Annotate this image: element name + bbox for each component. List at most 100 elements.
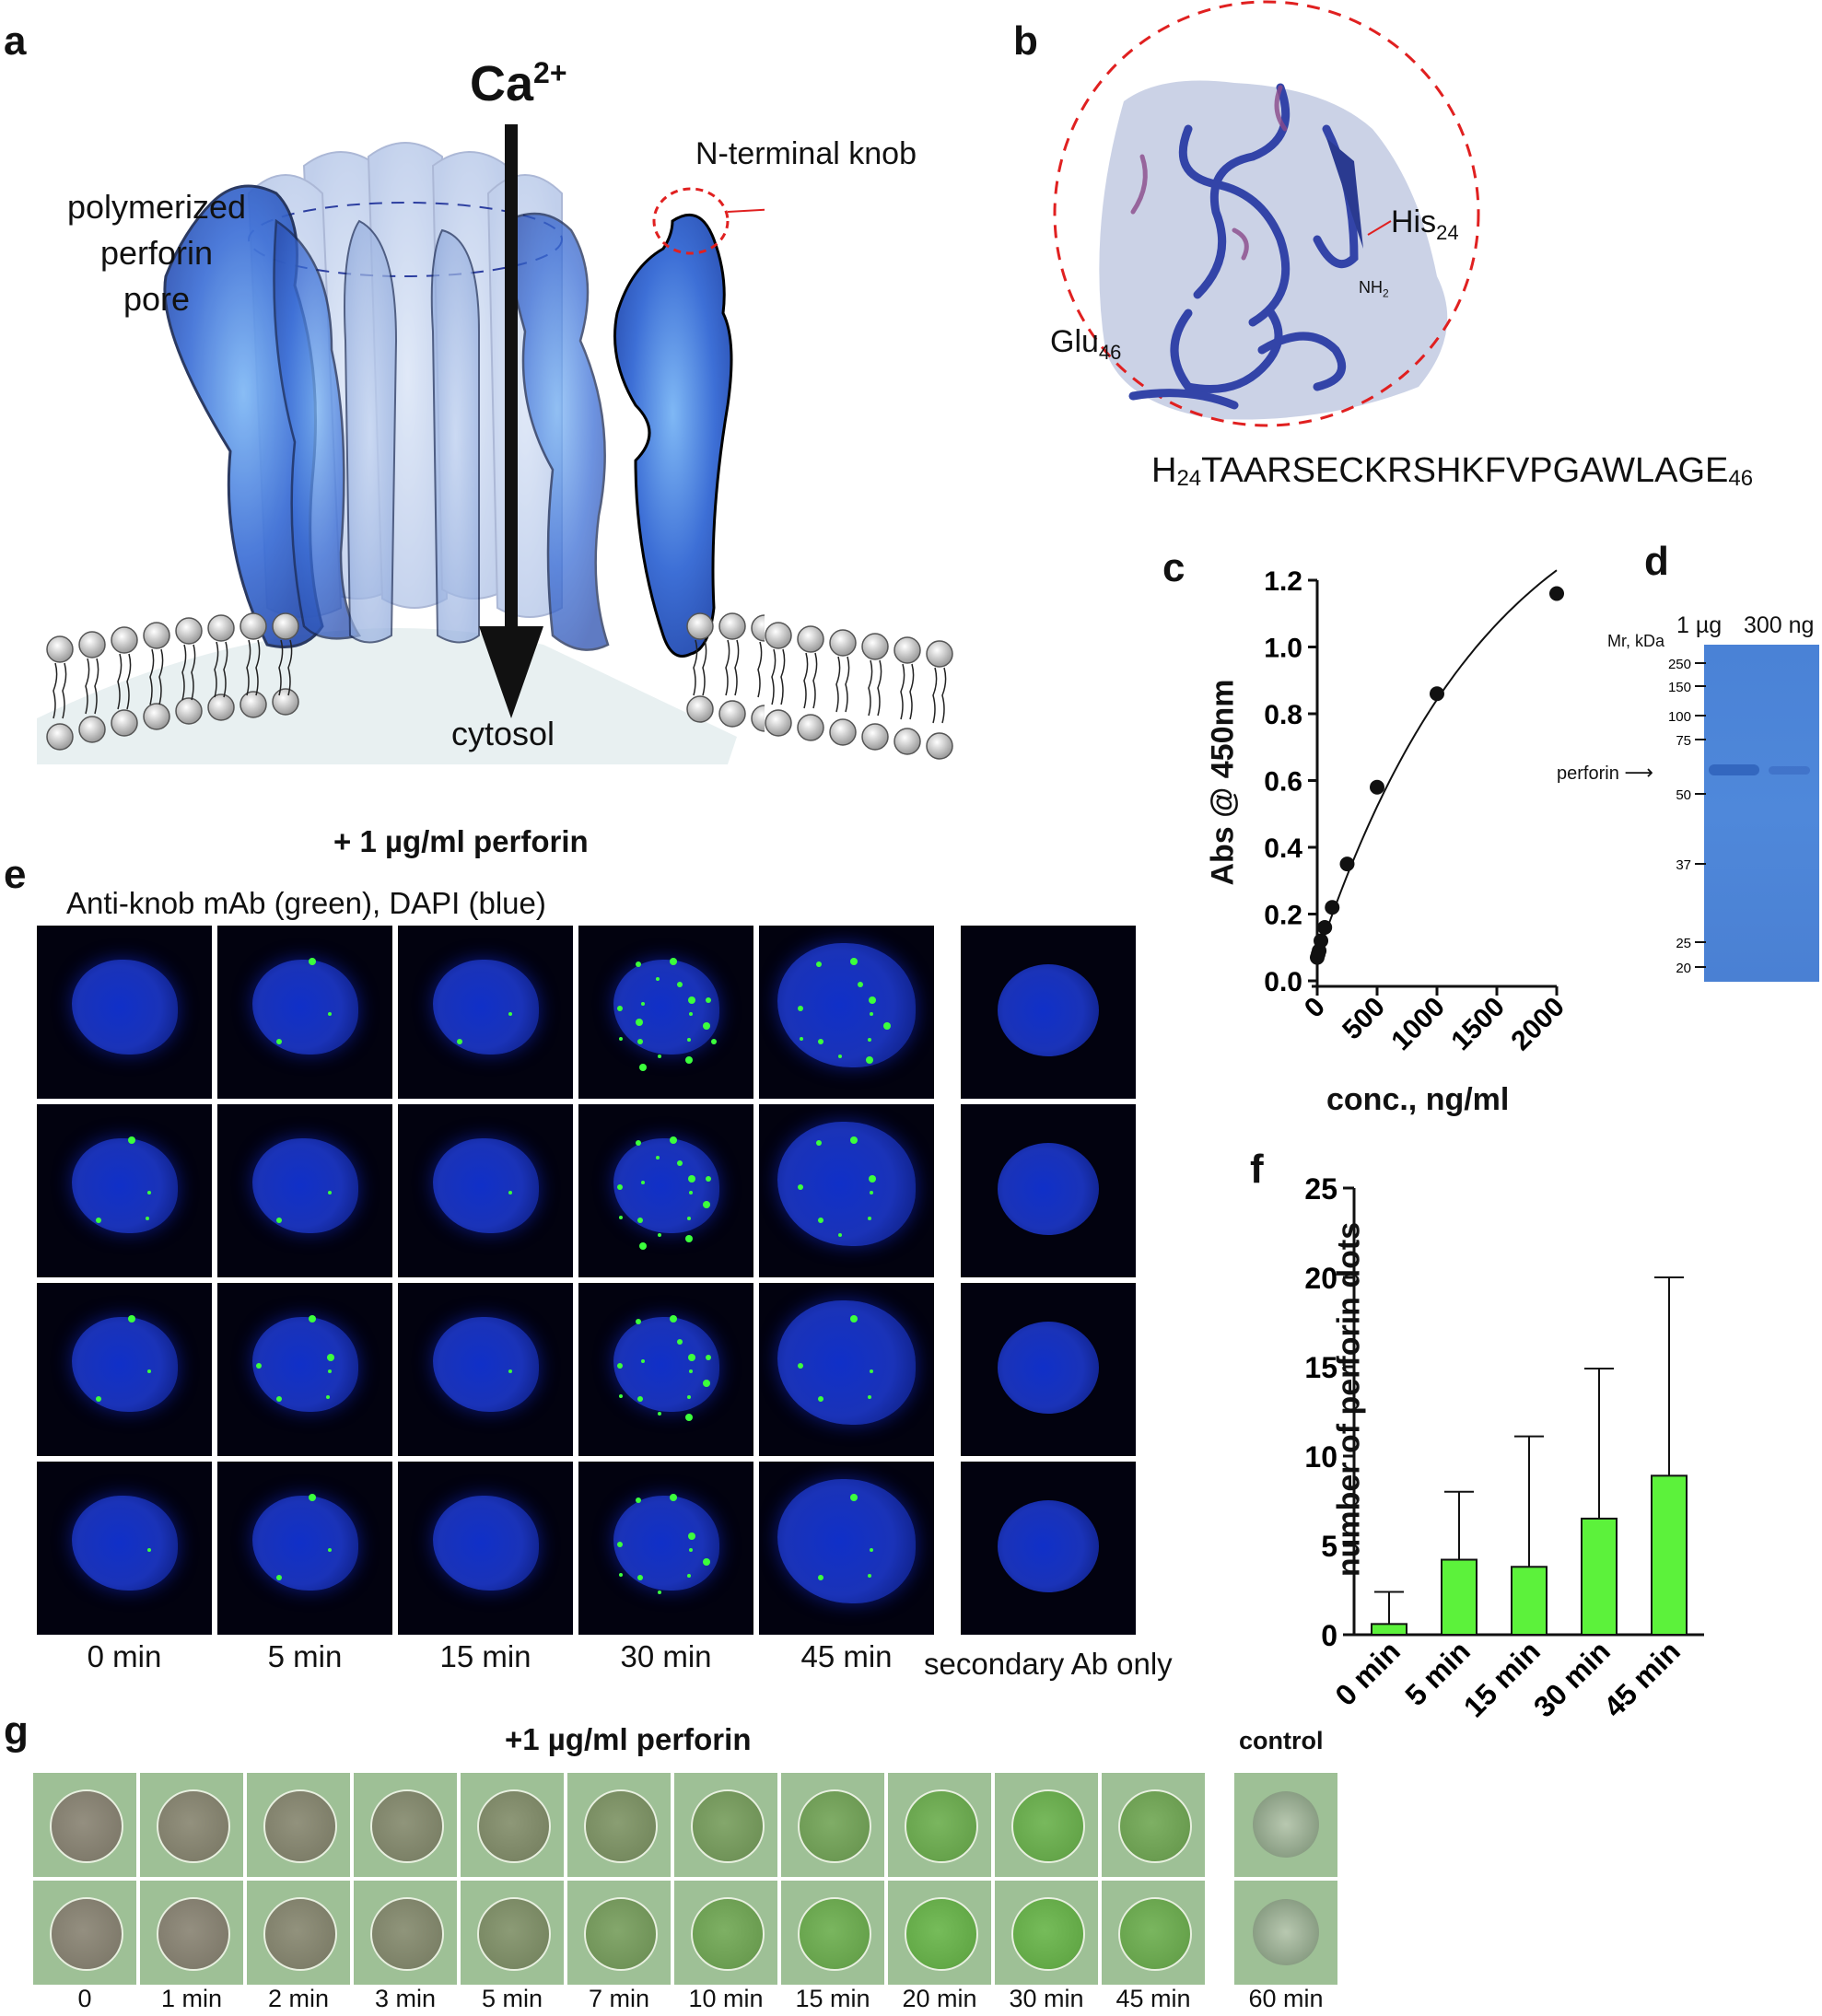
perforin-dot xyxy=(256,1362,263,1369)
perforin-dot xyxy=(657,1412,661,1416)
perforin-dot xyxy=(688,1353,696,1361)
gel-lane-1: 1 µg xyxy=(1676,612,1723,638)
perforin-dot xyxy=(328,1548,332,1552)
knob-sequence: H24TAARSECKRSHKFVPGAWLAGE46 xyxy=(1151,451,1754,491)
time-label: 0 xyxy=(77,1985,92,2012)
brightfield-tile xyxy=(140,1773,243,1877)
perforin-dot xyxy=(837,1233,842,1238)
perforin-dot xyxy=(799,1036,803,1041)
y-tick-label: 15 xyxy=(1304,1351,1337,1384)
right-membrane xyxy=(686,612,765,732)
perforin-dot xyxy=(818,1038,824,1044)
brightfield-tile xyxy=(995,1773,1098,1877)
right-membrane-extension xyxy=(765,622,953,760)
perforin-dot xyxy=(618,1215,623,1219)
brightfield-tile xyxy=(888,1881,991,1985)
cell xyxy=(370,1897,444,1971)
nucleus xyxy=(71,959,178,1055)
perforin-dot xyxy=(684,1234,693,1242)
nucleus xyxy=(613,959,719,1055)
perforin-dot xyxy=(656,976,660,981)
fit-curve xyxy=(1316,569,1558,958)
microscopy-tile xyxy=(37,1104,212,1277)
brightfield-tile xyxy=(567,1773,671,1877)
microscopy-tile xyxy=(578,926,753,1099)
y-tick-label: 1.0 xyxy=(1264,634,1302,664)
microscopy-tile xyxy=(578,1462,753,1635)
perforin-dot xyxy=(669,1315,677,1323)
chart-c-xlabel: conc., ng/ml xyxy=(1326,1082,1510,1117)
perforin-dot xyxy=(635,1140,641,1147)
perforin-dot xyxy=(870,1012,873,1016)
nucleus xyxy=(613,1495,719,1591)
left-membrane xyxy=(46,612,299,751)
perforin-dot xyxy=(870,1548,873,1552)
perforin-dot xyxy=(869,1174,877,1183)
perforin-dot xyxy=(702,1200,710,1208)
nucleus xyxy=(71,1137,178,1233)
perforin-dot xyxy=(849,1494,858,1502)
microscopy-tile xyxy=(217,1104,392,1277)
perforin-dot xyxy=(867,1573,871,1578)
panel-g-heading: +1 µg/ml perforin xyxy=(505,1722,752,1756)
knob-label: N-terminal knob xyxy=(695,136,917,171)
perforin-dot xyxy=(818,1395,824,1402)
cell xyxy=(584,1789,658,1863)
data-point xyxy=(1430,686,1444,702)
perforin-dot xyxy=(669,1136,677,1145)
perforin-dot xyxy=(328,1369,332,1373)
time-label: 20 min xyxy=(902,1985,977,2012)
control-brightfield-tile xyxy=(1234,1881,1337,1985)
panel-b-letter: b xyxy=(1013,18,1038,64)
nucleus xyxy=(998,964,1099,1056)
data-point xyxy=(1339,857,1355,872)
nucleus xyxy=(998,1322,1099,1414)
nucleus xyxy=(71,1316,178,1412)
x-tick-label: 45 min xyxy=(1597,1634,1687,1723)
perforin-dot xyxy=(639,1242,648,1251)
brightfield-tile xyxy=(461,1773,564,1877)
x-tick-label: 0 xyxy=(1299,992,1331,1024)
microscopy-tile xyxy=(759,1104,934,1277)
perforin-dot xyxy=(276,1038,283,1044)
data-point xyxy=(1325,900,1340,915)
perforin-dot xyxy=(849,958,858,966)
data-point xyxy=(1317,920,1333,935)
panel-g-letter: g xyxy=(4,1708,29,1754)
nucleus xyxy=(777,943,916,1067)
perforin-dot xyxy=(637,1217,644,1223)
time-label: 15 min xyxy=(439,1639,531,1673)
glu-label: Glu46 xyxy=(1050,324,1122,364)
microscopy-tile xyxy=(578,1104,753,1277)
time-label: 30 min xyxy=(1009,1985,1084,2012)
perforin-dot xyxy=(702,1557,710,1566)
perforin-dot xyxy=(641,1001,646,1006)
perforin-dot xyxy=(637,1395,644,1402)
perforin-dot xyxy=(867,1216,871,1220)
membrane-shadow xyxy=(37,628,737,764)
cell xyxy=(691,1789,765,1863)
perforin-dot xyxy=(457,1038,463,1044)
microscopy-tile xyxy=(398,1462,573,1635)
perforin-dot xyxy=(617,1183,624,1190)
y-tick-label: 1.2 xyxy=(1264,566,1302,597)
x-tick-label: 30 min xyxy=(1527,1634,1617,1723)
perforin-dot xyxy=(686,1216,691,1220)
panel-g-control-heading: control xyxy=(1239,1727,1324,1754)
perforin-dot xyxy=(276,1395,283,1402)
gel-image xyxy=(1704,645,1819,982)
cell xyxy=(1011,1789,1085,1863)
marker-label: 250 xyxy=(1668,657,1691,672)
perforin-dot xyxy=(706,1176,712,1183)
cell xyxy=(477,1789,551,1863)
control-tile xyxy=(961,926,1136,1099)
perforin-dot xyxy=(684,1055,693,1064)
perforin-dot xyxy=(676,1159,683,1166)
nucleus xyxy=(251,1495,358,1591)
perforin-dot xyxy=(657,1233,661,1238)
nucleus xyxy=(251,959,358,1055)
x-tick-label: 500 xyxy=(1337,992,1391,1046)
perforin-dot xyxy=(147,1548,151,1552)
time-label: 10 min xyxy=(688,1985,764,2012)
microscopy-tile xyxy=(398,1283,573,1456)
